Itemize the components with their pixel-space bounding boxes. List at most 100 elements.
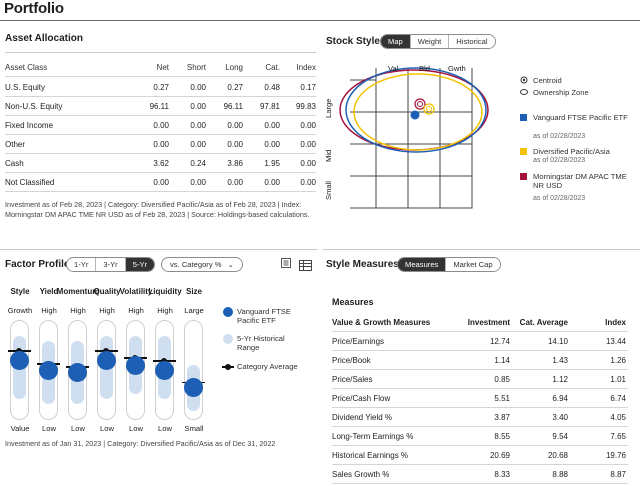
cell-cat: 9.54: [552, 432, 568, 441]
header-measure: Value & Growth Measures: [332, 318, 431, 327]
table-row: Non-U.S. Equity 96.11 0.00 96.11 97.81 99.83: [5, 96, 316, 116]
cell-index: 99.83: [295, 102, 316, 111]
factor-fund-marker: [39, 360, 58, 380]
cell-cat: 3.40: [552, 413, 568, 422]
centroids: [410, 98, 435, 120]
ownership-zone-icon: [520, 89, 528, 95]
table-row: Cash 3.62 0.24 3.86 1.95 0.00: [5, 153, 316, 173]
tab-1-yr[interactable]: 1-Yr: [67, 258, 97, 271]
cell-net: 0.00: [153, 121, 169, 130]
row-label-large: Large: [324, 98, 333, 118]
header-net: Net: [156, 63, 169, 72]
header-cat: Cat.: [265, 63, 280, 72]
cell-cat: 1.95: [264, 159, 280, 168]
style-measures-tabs: Measures Market Cap: [397, 257, 501, 272]
cell-cat: 1.43: [552, 356, 568, 365]
cell-index: 1.01: [610, 375, 626, 384]
header-long: Long: [225, 63, 243, 72]
title-divider: [0, 20, 640, 21]
table-row: Long-Term Earnings % 8.55 9.54 7.65: [332, 427, 628, 446]
table-row: Price/Cash Flow 5.51 6.94 6.74: [332, 389, 628, 408]
factor-bottom-label: Low: [71, 424, 85, 433]
tab-3-yr[interactable]: 3-Yr: [96, 258, 126, 271]
cell-index: 4.05: [610, 413, 626, 422]
tab-weight[interactable]: Weight: [410, 35, 450, 48]
tab-market-cap[interactable]: Market Cap: [446, 258, 500, 271]
legend-index-date: as of 02/28/2023: [533, 195, 586, 202]
cell-investment: 12.74: [489, 337, 510, 346]
legend-index-name: Morningstar DM APAC TME NR USD: [533, 172, 627, 190]
factor-fund-marker: [155, 360, 174, 380]
table-row: U.S. Equity 0.27 0.00 0.27 0.48 0.17: [5, 77, 316, 97]
factor-bottom-label: Value: [10, 424, 30, 433]
factor-legend-category: Category Average: [237, 362, 298, 371]
table-view-icon[interactable]: [299, 260, 312, 271]
cell-long: 0.27: [227, 83, 243, 92]
factor-top-label: High: [99, 306, 115, 315]
category-dropdown-value: vs. Category %: [170, 260, 222, 269]
factor-bottom-label: Low: [100, 424, 114, 433]
table-row: Price/Earnings 12.74 14.10 13.44: [332, 332, 628, 351]
cell-short: 0.00: [190, 140, 206, 149]
cell-net: 3.62: [153, 159, 169, 168]
stock-style-title: Stock Style: [326, 36, 380, 47]
info-icon[interactable]: [281, 258, 291, 268]
cell-cat: 20.68: [547, 451, 568, 460]
factor-name: Volatility: [119, 287, 153, 296]
cell-cat: 1.12: [552, 375, 568, 384]
cell-index: 8.87: [610, 470, 626, 479]
category-dropdown[interactable]: vs. Category % ⌄: [161, 257, 243, 272]
measures-subtitle: Measures: [332, 297, 374, 307]
table-row: Fixed Income 0.00 0.00 0.00 0.00 0.00: [5, 115, 316, 135]
tab-map[interactable]: Map: [381, 35, 411, 48]
cell-investment: 8.55: [494, 432, 510, 441]
ownership-zone-fund: [345, 67, 487, 153]
legend-range-dot: [223, 334, 233, 344]
cell-investment: 20.69: [489, 451, 510, 460]
asset-class-label: U.S. Equity: [5, 83, 46, 92]
tab-measures[interactable]: Measures: [398, 258, 447, 271]
header-cat-average: Cat. Average: [519, 318, 568, 327]
legend-centroid-label: Centroid: [533, 76, 562, 85]
cell-cat: 0.48: [264, 83, 280, 92]
factor-bottom-label: Low: [158, 424, 172, 433]
ownership-zones: [339, 67, 489, 153]
measures-header: Value & Growth Measures Investment Cat. …: [332, 313, 628, 332]
factor-track: [182, 320, 205, 420]
header-index: Index: [296, 63, 316, 72]
table-row: Price/Book 1.14 1.43 1.26: [332, 351, 628, 370]
factor-track: [153, 320, 176, 420]
legend-swatch-fund: [520, 114, 527, 121]
measure-label: Price/Sales: [332, 375, 373, 384]
measure-label: Price/Cash Flow: [332, 394, 391, 403]
tab-historical[interactable]: Historical: [449, 35, 495, 48]
cell-net: 0.00: [153, 178, 169, 187]
cell-long: 0.00: [227, 140, 243, 149]
col-label-growth: Gwth: [448, 64, 466, 73]
factor-top-label: High: [157, 306, 173, 315]
factor-track: [95, 320, 118, 420]
header-asset-class: Asset Class: [5, 63, 48, 72]
asset-class-label: Not Classified: [5, 178, 55, 187]
factor-track: [124, 320, 147, 420]
cell-short: 0.00: [190, 83, 206, 92]
cell-short: 0.24: [190, 159, 206, 168]
style-box-grid: [350, 68, 473, 209]
legend-category-name: Diversified Pacific/Asia: [533, 147, 610, 156]
cell-index: 6.74: [610, 394, 626, 403]
factor-bottom-label: Small: [184, 424, 204, 433]
cell-index: 0.00: [300, 121, 316, 130]
centroid-icon: [520, 76, 528, 84]
table-row: Other 0.00 0.00 0.00 0.00 0.00: [5, 134, 316, 154]
factor-fund-marker: [126, 355, 145, 375]
cell-net: 0.27: [153, 83, 169, 92]
row-label-small: Small: [324, 181, 333, 200]
legend-swatch-category: [520, 148, 527, 155]
factor-profile-title: Factor Profile: [5, 259, 70, 270]
tab-5-yr[interactable]: 5-Yr: [125, 258, 155, 271]
measure-label: Dividend Yield %: [332, 413, 393, 422]
legend-marker-icons: [520, 76, 528, 95]
cell-index: 0.00: [300, 140, 316, 149]
factor-profile-divider-top: [0, 249, 318, 250]
factor-name: Style: [10, 287, 30, 296]
